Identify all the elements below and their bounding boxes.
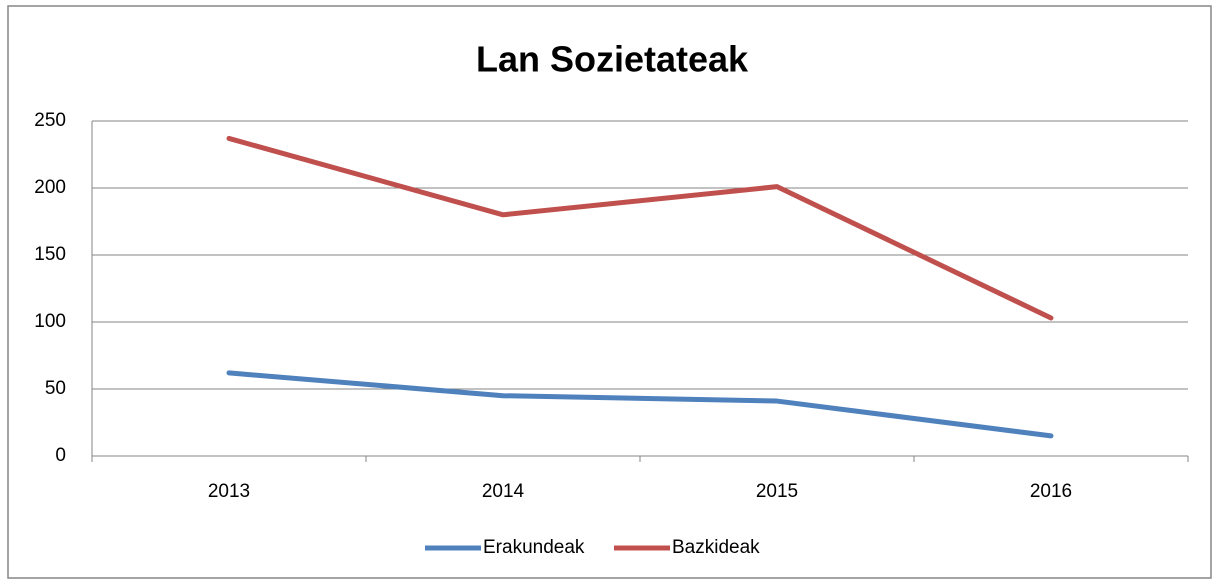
series-line <box>226 135 1054 321</box>
series-line <box>226 370 1054 439</box>
y-tick-label: 50 <box>45 378 66 399</box>
y-tick-label: 150 <box>34 244 66 265</box>
y-tick-label: 100 <box>34 311 66 332</box>
legend-label: Bazkideak <box>672 537 760 558</box>
x-tick-label: 2014 <box>482 481 525 502</box>
x-tick-label: 2015 <box>756 481 798 502</box>
legend-label: Erakundeak <box>483 537 585 558</box>
y-tick-label: 200 <box>34 177 66 198</box>
chart-frame <box>7 5 1212 579</box>
y-tick-label: 0 <box>55 445 66 466</box>
chart-title: Lan Sozietateak <box>476 39 749 80</box>
x-tick-label: 2016 <box>1030 481 1072 502</box>
y-tick-label: 250 <box>34 110 66 131</box>
x-tick-label: 2013 <box>208 481 250 502</box>
